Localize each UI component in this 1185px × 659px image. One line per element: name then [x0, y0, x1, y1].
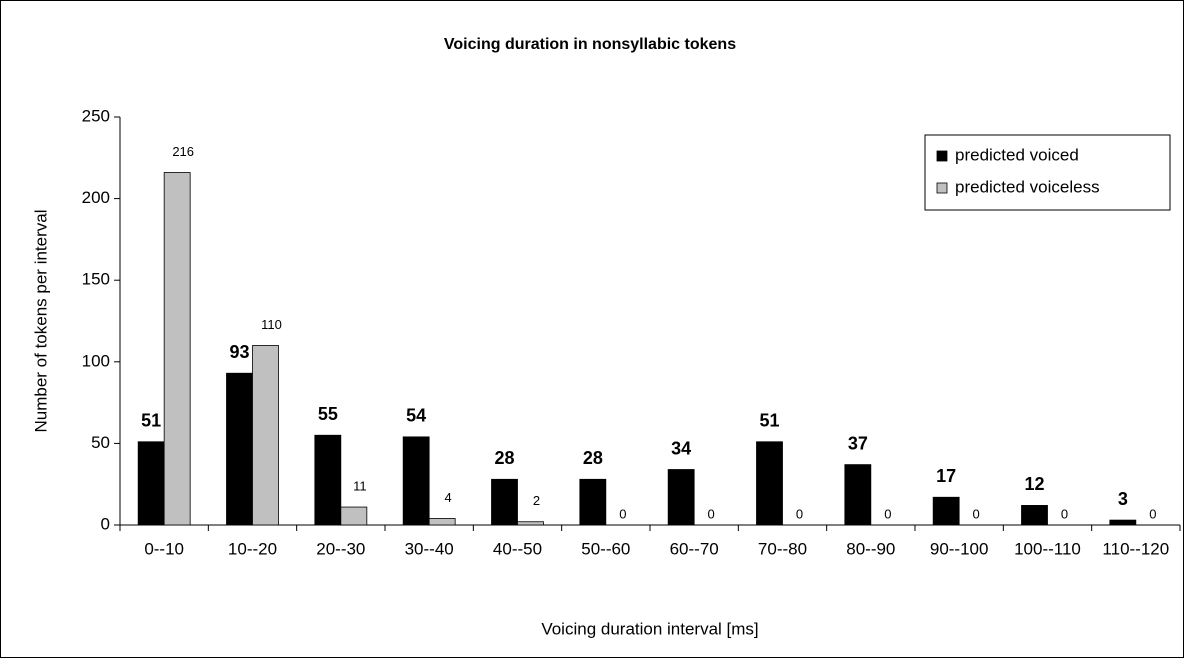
y-axis-label: Number of tokens per interval	[31, 210, 50, 433]
bar	[844, 464, 872, 526]
y-tick-label: 250	[82, 106, 110, 125]
x-tick-label: 30--40	[405, 539, 454, 558]
data-label: 110	[261, 317, 282, 332]
data-label: 51	[759, 411, 779, 431]
data-label: 12	[1024, 474, 1044, 494]
y-tick-label: 0	[101, 514, 110, 533]
bar	[226, 372, 253, 526]
bar	[137, 441, 165, 526]
data-label: 0	[1061, 506, 1068, 521]
legend-swatch	[936, 182, 948, 194]
data-label: 0	[619, 506, 626, 521]
data-label: 0	[796, 506, 803, 521]
data-label: 28	[583, 448, 603, 468]
y-tick-label: 50	[91, 433, 110, 452]
x-tick-label: 90--100	[930, 539, 989, 558]
x-axis-label: Voicing duration interval [ms]	[541, 619, 758, 638]
bar	[579, 478, 607, 526]
y-tick-label: 200	[82, 188, 110, 207]
legend-label: predicted voiceless	[955, 177, 1100, 196]
x-tick-label: 60--70	[670, 539, 719, 558]
data-label: 216	[172, 144, 194, 159]
x-tick-label: 70--80	[758, 539, 807, 558]
bar	[340, 506, 368, 526]
data-label: 4	[445, 490, 452, 505]
bar	[491, 478, 518, 526]
data-label: 54	[406, 406, 426, 426]
bar	[252, 345, 279, 526]
x-tick-label: 0--10	[144, 539, 184, 558]
data-label: 55	[318, 404, 338, 424]
x-tick-label: 20--30	[316, 539, 365, 558]
data-label: 37	[848, 433, 868, 453]
chart-title: Voicing duration in nonsyllabic tokens	[444, 36, 736, 53]
bar	[314, 434, 342, 526]
bar	[1021, 505, 1048, 526]
bar	[402, 436, 430, 526]
data-label: 28	[494, 448, 514, 468]
data-label: 0	[973, 506, 980, 521]
bar	[428, 518, 456, 526]
y-tick-label: 100	[82, 351, 110, 370]
legend-swatch	[936, 150, 948, 162]
data-label: 51	[141, 411, 161, 431]
y-tick-label: 150	[82, 270, 110, 289]
x-tick-label: 50--60	[581, 539, 630, 558]
bar	[163, 172, 191, 526]
data-label: 0	[708, 506, 715, 521]
data-label: 0	[884, 506, 891, 521]
data-label: 2	[533, 493, 540, 508]
bar	[667, 469, 695, 526]
bar	[1109, 519, 1137, 526]
x-tick-label: 40--50	[493, 539, 542, 558]
data-label: 3	[1118, 489, 1128, 509]
x-tick-label: 110--120	[1102, 539, 1169, 558]
bar	[932, 496, 960, 526]
data-label: 11	[353, 478, 367, 493]
bar	[517, 521, 544, 526]
x-tick-label: 100--110	[1014, 539, 1081, 558]
data-label: 17	[936, 466, 956, 486]
data-label: 34	[671, 438, 691, 458]
bar	[756, 441, 783, 526]
data-label: 0	[1149, 506, 1156, 521]
legend-box	[924, 134, 1171, 211]
data-label: 93	[229, 342, 249, 362]
x-tick-label: 10--20	[228, 539, 277, 558]
legend-label: predicted voiced	[955, 145, 1079, 164]
x-tick-label: 80--90	[846, 539, 895, 558]
